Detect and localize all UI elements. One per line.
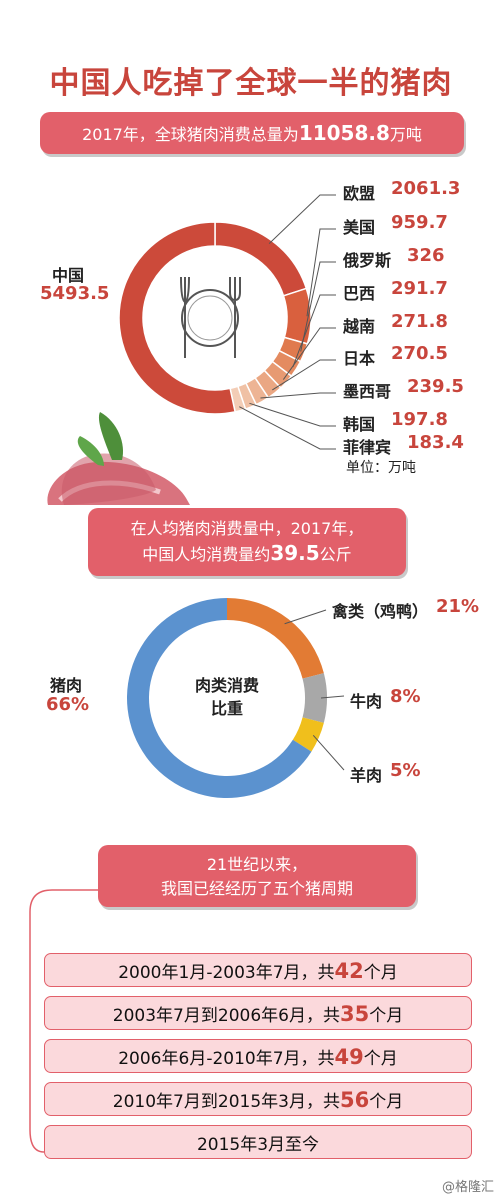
slice-china [118, 221, 237, 415]
leader-line [260, 392, 336, 399]
banner-line-2: 我国已经经历了五个猪周期 [160, 879, 353, 898]
cycle-months: 42 [334, 959, 364, 983]
cycle-text: 2015年3月至今 [196, 1135, 320, 1155]
philippines-label: 菲律宾 [343, 438, 392, 457]
cycle-months: 49 [334, 1045, 364, 1069]
cycle-unit: 个月 [369, 1006, 404, 1026]
cycle-row-3: 2006年6月-2010年7月，共49个月 [44, 1039, 472, 1073]
slice-mutton [292, 717, 324, 752]
pork-value: 66% [46, 694, 90, 715]
brazil-value: 291.7 [391, 278, 448, 299]
banner-line-2: 中国人均消费量约39.5公斤 [88, 541, 406, 567]
japan-label: 日本 [343, 349, 376, 368]
cycle-months: 56 [339, 1088, 370, 1112]
cycle-text: 2006年6月-2010年7月，共 [118, 1049, 335, 1069]
unit-label: 单位：万吨 [346, 460, 416, 476]
china-value: 5493.5 [40, 283, 110, 304]
mutton-label: 羊肉 [350, 766, 383, 785]
korea-value: 197.8 [391, 409, 448, 430]
russia-value: 326 [407, 245, 445, 266]
mutton-value: 5% [390, 760, 421, 781]
cycle-row-5: 2015年3月至今 [44, 1125, 472, 1159]
pig-cycles-banner: 21世纪以来， 我国已经经历了五个猪周期 [98, 845, 416, 907]
beef-label: 牛肉 [350, 692, 383, 711]
banner-text: 2017年，全球猪肉消费总量为 [82, 125, 299, 144]
leader-line [320, 695, 345, 699]
leader-line [282, 327, 336, 380]
poultry-value: 21% [436, 596, 480, 617]
usa-value: 959.7 [391, 212, 448, 233]
leader-line [284, 609, 327, 625]
banner-value: 11058.8 [298, 121, 390, 145]
eu-label: 欧盟 [343, 184, 376, 203]
slice-poultry [227, 598, 324, 679]
leader-line [268, 194, 336, 244]
leader-line [292, 294, 336, 368]
mexico-label: 墨西哥 [343, 382, 392, 401]
country-consumption-chart [47, 194, 336, 505]
cycle-unit: 个月 [363, 963, 398, 983]
cycle-row-2: 2003年7月到2006年6月，共35个月 [44, 996, 472, 1030]
leader-line [249, 402, 336, 427]
banner-value: 39.5 [270, 541, 320, 565]
cycle-unit: 个月 [363, 1049, 398, 1069]
cycle-row-4: 2010年7月到2015年3月，共56个月 [44, 1082, 472, 1116]
russia-label: 俄罗斯 [343, 251, 392, 270]
vietnam-label: 越南 [343, 317, 376, 336]
poultry-label: 禽类（鸡鸭） [332, 602, 429, 621]
slice-beef [302, 673, 327, 723]
banner-text: 中国人均消费量约 [142, 545, 271, 564]
watermark: @格隆汇 [441, 1180, 494, 1195]
page-title: 中国人吃掉了全球一半的猪肉 [49, 66, 453, 101]
plate-icon [180, 276, 241, 358]
vietnam-value: 271.8 [391, 311, 448, 332]
japan-value: 270.5 [391, 343, 448, 364]
eu-value: 2061.3 [391, 178, 461, 199]
cycle-text: 2003年7月到2006年6月，共 [112, 1006, 340, 1026]
mexico-value: 239.5 [407, 376, 464, 397]
leader-line [300, 261, 336, 352]
leader-line [239, 406, 336, 450]
pork-meat-illustration [47, 412, 191, 505]
total-consumption-banner: 2017年，全球猪肉消费总量为11058.8万吨 [40, 112, 464, 154]
leader-line [312, 735, 345, 771]
cycle-unit: 个月 [369, 1092, 404, 1112]
cycle-row-1: 2000年1月-2003年7月，共42个月 [44, 953, 472, 987]
banner-line-1: 21世纪以来， [206, 855, 308, 874]
brazil-label: 巴西 [343, 284, 376, 303]
leader-line [306, 228, 336, 317]
center-label-line-2: 比重 [211, 699, 243, 718]
cycle-months: 35 [339, 1002, 370, 1026]
banner-line-1: 在人均猪肉消费量中，2017年， [130, 519, 364, 538]
meat-share-chart: 肉类消费 比重 [126, 598, 345, 798]
per-capita-banner: 在人均猪肉消费量中，2017年， 中国人均消费量约39.5公斤 [88, 508, 406, 576]
cycle-text: 2000年1月-2003年7月，共 [118, 963, 335, 983]
cycle-text: 2010年7月到2015年3月，共 [112, 1092, 340, 1112]
philippines-value: 183.4 [407, 432, 464, 453]
leader-line [272, 359, 336, 391]
china-label: 中国 [52, 266, 85, 285]
korea-label: 韩国 [343, 415, 376, 434]
usa-label: 美国 [343, 218, 376, 237]
slice-country-2 [282, 287, 312, 345]
pork-label: 猪肉 [50, 676, 83, 695]
timeline-bracket [29, 889, 98, 1153]
center-label-line-1: 肉类消费 [195, 676, 259, 695]
banner-unit: 公斤 [319, 545, 352, 564]
slice-country-1 [214, 221, 308, 297]
beef-value: 8% [390, 686, 421, 707]
banner-unit: 万吨 [389, 125, 422, 144]
